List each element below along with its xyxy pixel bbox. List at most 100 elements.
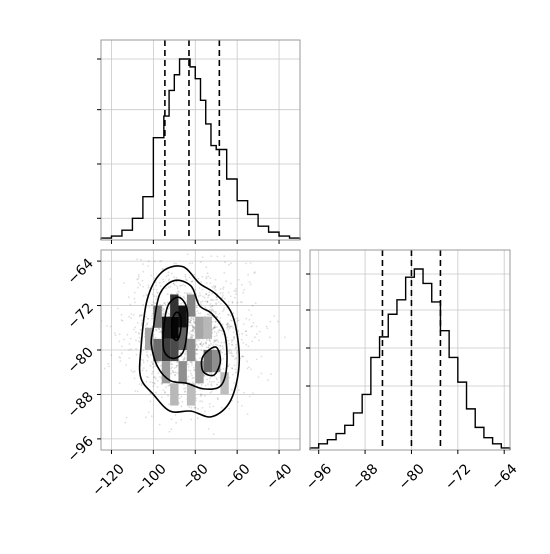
scatter-point-28 [175, 276, 178, 279]
scatter-point-1327 [159, 285, 162, 288]
scatter-point-1059 [229, 326, 232, 328]
scatter-point-482 [142, 361, 145, 364]
scatter-point-996 [195, 343, 198, 345]
scatter-point-300 [186, 253, 189, 256]
scatter-point-882 [246, 360, 248, 363]
scatter-point-1247 [269, 320, 272, 323]
scatter-point-61 [167, 312, 170, 315]
scatter-point-939 [174, 371, 177, 374]
scatter-point-262 [214, 278, 217, 281]
density-cell-8 [153, 305, 162, 328]
scatter-point-1332 [254, 336, 256, 339]
scatter-point-1076 [237, 330, 240, 333]
scatter-point-1311 [159, 376, 161, 378]
scatter-point-843 [215, 326, 218, 329]
scatter-point-1091 [218, 329, 221, 332]
scatter-point-150 [232, 355, 235, 358]
scatter-point-871 [254, 271, 256, 274]
scatter-point-155 [184, 273, 187, 276]
scatter-point-492 [182, 295, 185, 298]
scatter-point-983 [190, 319, 193, 322]
bottom-left-xtick-label-4: −40 [263, 461, 295, 493]
scatter-point-97 [211, 321, 214, 323]
panel-bottom-right-frame [310, 250, 510, 450]
scatter-point-1154 [200, 344, 202, 346]
scatter-point-89 [199, 393, 202, 396]
scatter-point-465 [161, 396, 163, 399]
scatter-point-564 [192, 319, 195, 321]
scatter-point-633 [172, 371, 174, 373]
scatter-point-947 [195, 306, 198, 309]
scatter-point-271 [231, 367, 234, 370]
scatter-point-1354 [138, 383, 141, 385]
scatter-point-474 [153, 260, 156, 263]
scatter-point-1397 [244, 330, 247, 333]
scatter-point-534 [138, 333, 141, 335]
scatter-point-1317 [153, 382, 156, 384]
scatter-point-259 [208, 312, 211, 315]
scatter-point-874 [215, 296, 218, 299]
bottom-right-xtick-label-3: −72 [442, 461, 474, 493]
scatter-point-151 [204, 300, 207, 303]
scatter-point-789 [125, 364, 128, 366]
scatter-point-1351 [176, 372, 179, 375]
scatter-point-576 [230, 319, 233, 322]
scatter-point-494 [209, 391, 212, 394]
scatter-point-1385 [191, 280, 194, 283]
scatter-point-790 [205, 266, 208, 269]
scatter-point-435 [155, 298, 158, 300]
scatter-point-496 [205, 346, 208, 349]
scatter-point-96 [191, 334, 193, 337]
scatter-point-1105 [199, 400, 202, 403]
scatter-point-1306 [184, 391, 186, 393]
scatter-point-446 [135, 339, 137, 342]
scatter-point-1252 [168, 430, 171, 433]
scatter-point-1341 [208, 406, 211, 408]
scatter-point-620 [119, 360, 122, 362]
scatter-point-838 [242, 355, 245, 358]
scatter-point-1080 [155, 281, 157, 284]
scatter-point-369 [147, 411, 150, 414]
scatter-point-342 [197, 346, 200, 348]
bottom-left-xtick-label-0: −120 [89, 461, 128, 500]
scatter-point-1223 [184, 352, 187, 355]
scatter-point-857 [233, 296, 236, 299]
scatter-point-1001 [180, 405, 183, 408]
scatter-point-193 [183, 297, 186, 300]
scatter-point-294 [164, 391, 166, 394]
scatter-point-858 [191, 336, 194, 338]
scatter-point-1012 [226, 324, 229, 327]
scatter-point-1334 [155, 288, 158, 291]
scatter-point-398 [211, 390, 213, 393]
scatter-point-1039 [128, 343, 131, 345]
scatter-point-254 [212, 310, 215, 313]
scatter-point-806 [219, 320, 222, 322]
bottom-left-ytick-label-4: −96 [65, 433, 97, 465]
bottom-left-ytick-label-3: −88 [65, 389, 97, 421]
scatter-point-397 [231, 355, 233, 357]
scatter-point-757 [195, 352, 198, 355]
scatter-point-1276 [192, 316, 195, 319]
scatter-point-751 [142, 349, 145, 352]
scatter-point-94 [149, 353, 152, 356]
scatter-point-1266 [157, 372, 160, 374]
scatter-point-218 [208, 372, 211, 374]
scatter-point-1016 [153, 295, 156, 297]
scatter-point-173 [227, 300, 230, 303]
density-cell-20 [220, 372, 229, 395]
scatter-point-351 [209, 377, 212, 380]
scatter-point-320 [130, 369, 133, 372]
scatter-point-1049 [109, 278, 112, 280]
scatter-point-205 [216, 255, 219, 258]
scatter-point-906 [214, 310, 217, 313]
scatter-point-225 [199, 343, 202, 345]
scatter-point-1118 [195, 306, 198, 308]
scatter-point-344 [150, 317, 153, 320]
density-cell-14 [161, 361, 171, 384]
scatter-point-335 [162, 280, 165, 283]
scatter-point-986 [138, 275, 140, 278]
scatter-point-1372 [158, 328, 161, 331]
scatter-point-595 [140, 314, 143, 317]
scatter-point-717 [228, 352, 231, 354]
scatter-point-613 [145, 294, 148, 296]
